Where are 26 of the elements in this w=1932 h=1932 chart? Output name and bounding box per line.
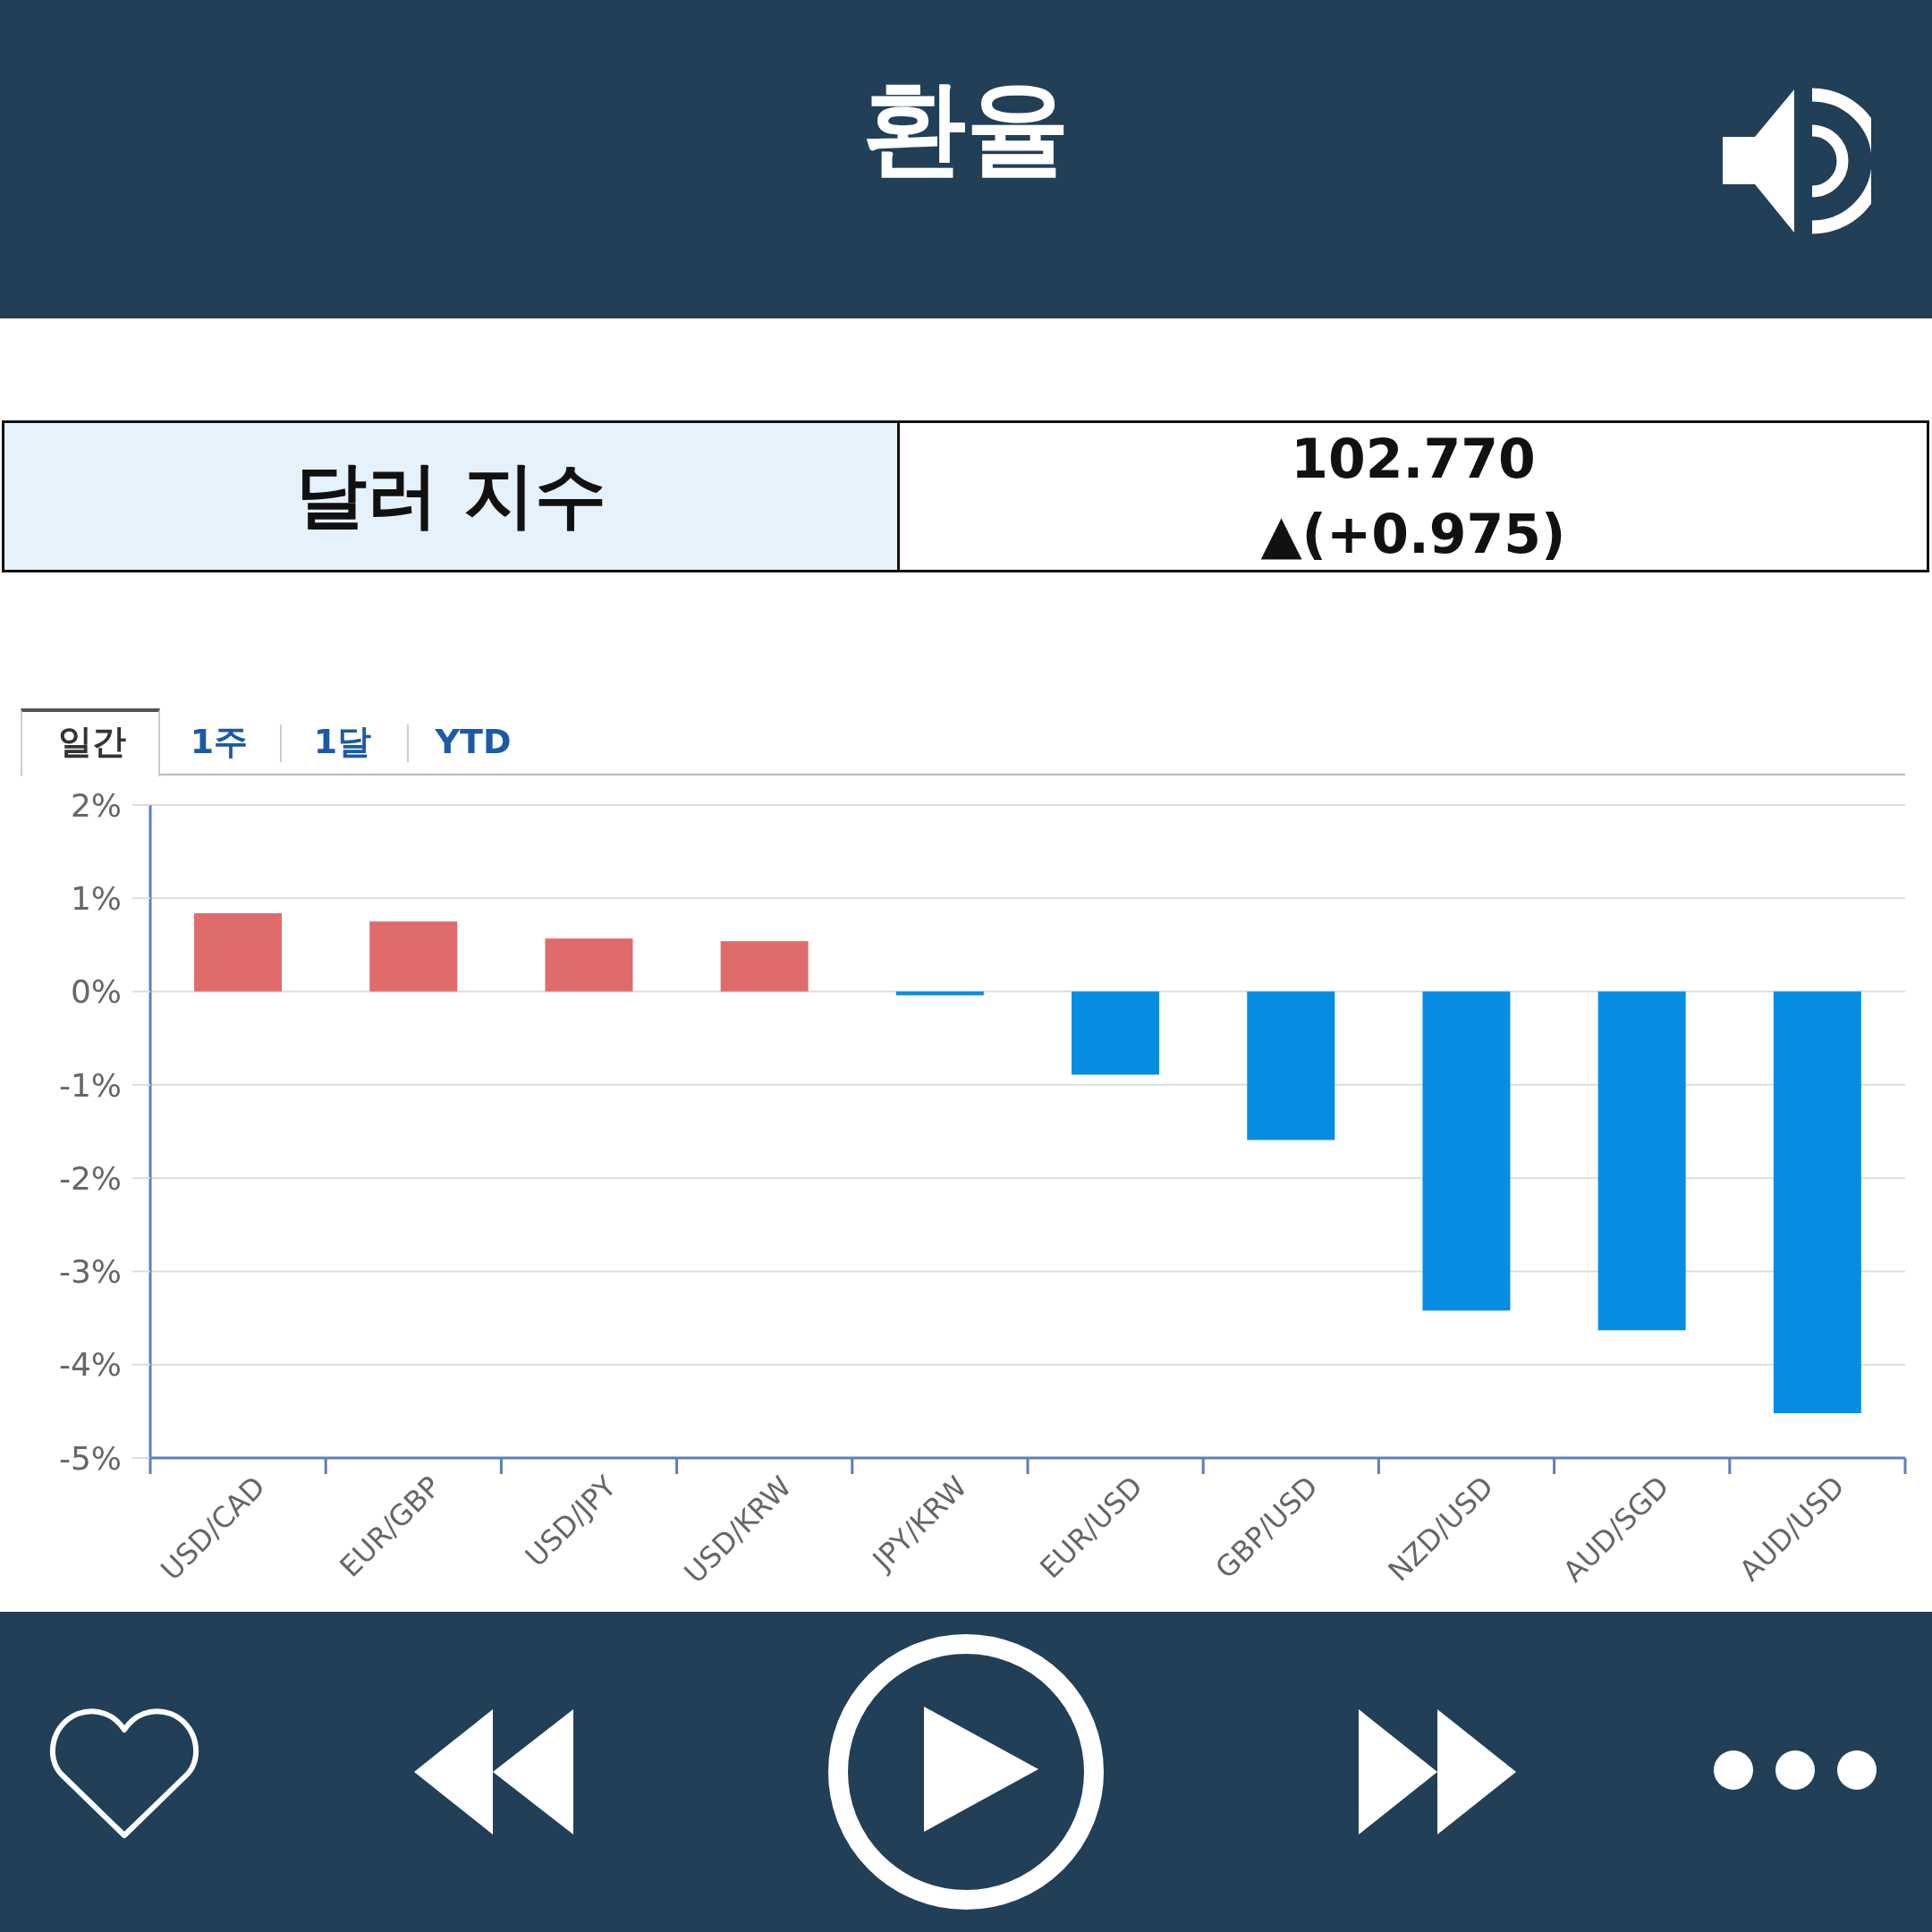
text: 1달 — [313, 722, 372, 761]
text: 일간 — [58, 722, 126, 761]
bar — [1773, 991, 1861, 1413]
bar — [1422, 991, 1511, 1311]
y-tick-label: -4% — [58, 1346, 122, 1384]
bar — [545, 938, 633, 992]
bar — [1597, 991, 1686, 1331]
y-tick-label: -3% — [58, 1253, 122, 1291]
bar — [194, 912, 283, 992]
bar — [720, 941, 809, 992]
bar — [895, 991, 984, 996]
y-tick-label: 0% — [70, 973, 122, 1011]
text: ▲(+0.975) — [1260, 503, 1566, 565]
y-tick-label: -2% — [58, 1159, 122, 1197]
chart-title: 환율 — [861, 66, 1071, 190]
y-tick-label: -5% — [58, 1439, 122, 1477]
bar — [369, 921, 458, 992]
y-tick-label: 1% — [70, 880, 122, 918]
y-tick-label: 2% — [70, 786, 122, 824]
bar — [1072, 991, 1160, 1075]
text: 달러 지수 — [295, 453, 606, 538]
y-tick-label: -1% — [58, 1066, 122, 1104]
bar — [1247, 991, 1335, 1140]
text: 102.770 — [1291, 428, 1536, 490]
text: 1주 — [190, 722, 249, 761]
text: YTD — [435, 722, 512, 761]
